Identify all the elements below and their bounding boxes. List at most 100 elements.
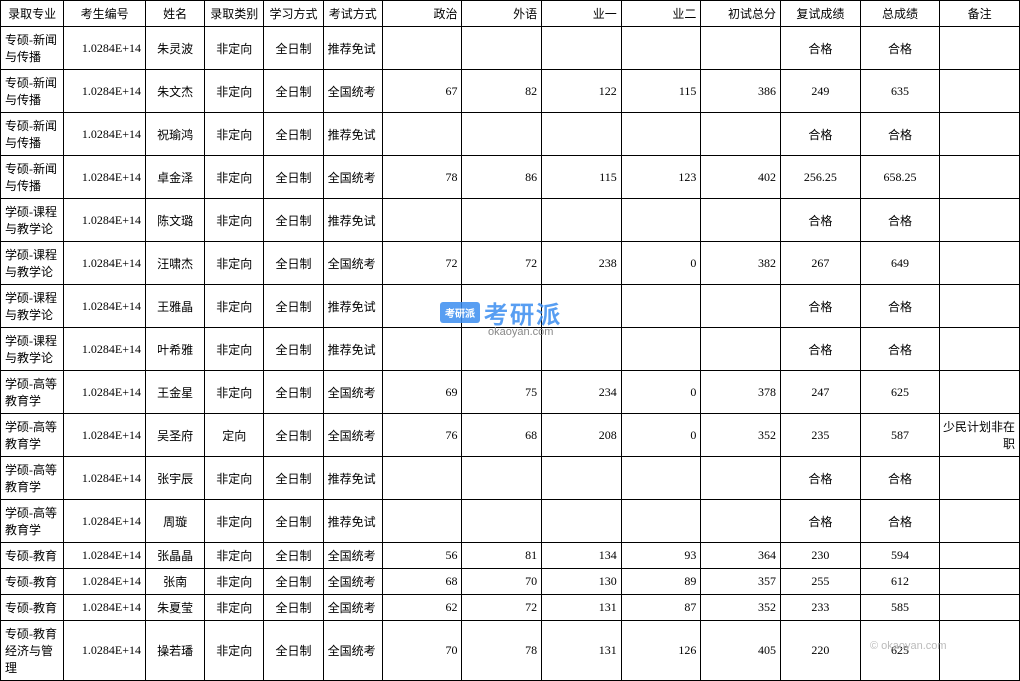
cell-major: 学硕-课程与教学论 — [1, 242, 64, 285]
cell-id: 1.0284E+14 — [64, 621, 146, 681]
cell-id: 1.0284E+14 — [64, 569, 146, 595]
col-header-pre: 初试总分 — [701, 1, 781, 27]
cell-pre — [701, 27, 781, 70]
cell-id: 1.0284E+14 — [64, 414, 146, 457]
cell-note — [940, 457, 1020, 500]
cell-note — [940, 543, 1020, 569]
cell-note — [940, 569, 1020, 595]
cell-id: 1.0284E+14 — [64, 156, 146, 199]
cell-pre: 352 — [701, 595, 781, 621]
cell-pre: 378 — [701, 371, 781, 414]
cell-re: 合格 — [781, 285, 861, 328]
cell-s1 — [542, 328, 622, 371]
cell-major: 学硕-高等教育学 — [1, 414, 64, 457]
table-row: 专硕-新闻与传播1.0284E+14朱灵波非定向全日制推荐免试合格合格 — [1, 27, 1020, 70]
cell-total: 合格 — [860, 328, 940, 371]
cell-total: 635 — [860, 70, 940, 113]
cell-pol — [382, 328, 462, 371]
table-row: 专硕-新闻与传播1.0284E+14祝瑜鸿非定向全日制推荐免试合格合格 — [1, 113, 1020, 156]
cell-id: 1.0284E+14 — [64, 242, 146, 285]
cell-type: 定向 — [205, 414, 264, 457]
cell-exam: 全国统考 — [323, 569, 382, 595]
cell-mode: 全日制 — [264, 414, 323, 457]
cell-s2 — [621, 457, 701, 500]
col-header-name: 姓名 — [145, 1, 204, 27]
cell-s2: 87 — [621, 595, 701, 621]
cell-name: 卓金泽 — [145, 156, 204, 199]
cell-type: 非定向 — [205, 328, 264, 371]
cell-type: 非定向 — [205, 242, 264, 285]
cell-type: 非定向 — [205, 543, 264, 569]
table-row: 专硕-教育1.0284E+14朱夏莹非定向全日制全国统考627213187352… — [1, 595, 1020, 621]
cell-s1 — [542, 285, 622, 328]
cell-pre: 402 — [701, 156, 781, 199]
cell-total: 合格 — [860, 457, 940, 500]
cell-note — [940, 328, 1020, 371]
cell-s1: 122 — [542, 70, 622, 113]
cell-major: 学硕-高等教育学 — [1, 457, 64, 500]
cell-pre — [701, 500, 781, 543]
col-header-lang: 外语 — [462, 1, 542, 27]
col-header-mode: 学习方式 — [264, 1, 323, 27]
cell-major: 专硕-新闻与传播 — [1, 156, 64, 199]
cell-lang — [462, 457, 542, 500]
cell-name: 朱灵波 — [145, 27, 204, 70]
cell-pol — [382, 113, 462, 156]
cell-s2 — [621, 199, 701, 242]
cell-pre — [701, 457, 781, 500]
cell-pol: 78 — [382, 156, 462, 199]
col-header-exam: 考试方式 — [323, 1, 382, 27]
cell-re: 230 — [781, 543, 861, 569]
cell-s2: 0 — [621, 371, 701, 414]
table-body: 专硕-新闻与传播1.0284E+14朱灵波非定向全日制推荐免试合格合格专硕-新闻… — [1, 27, 1020, 681]
cell-id: 1.0284E+14 — [64, 457, 146, 500]
cell-major: 专硕-教育 — [1, 595, 64, 621]
cell-re: 233 — [781, 595, 861, 621]
cell-pol: 62 — [382, 595, 462, 621]
cell-type: 非定向 — [205, 199, 264, 242]
cell-lang: 78 — [462, 621, 542, 681]
cell-lang: 72 — [462, 242, 542, 285]
cell-s1 — [542, 199, 622, 242]
cell-note: 少民计划非在职 — [940, 414, 1020, 457]
cell-name: 朱文杰 — [145, 70, 204, 113]
col-header-s1: 业一 — [542, 1, 622, 27]
cell-note — [940, 595, 1020, 621]
cell-exam: 全国统考 — [323, 156, 382, 199]
cell-type: 非定向 — [205, 70, 264, 113]
table-row: 学硕-高等教育学1.0284E+14吴圣府定向全日制全国统考7668208035… — [1, 414, 1020, 457]
cell-mode: 全日制 — [264, 543, 323, 569]
cell-pol: 67 — [382, 70, 462, 113]
cell-name: 吴圣府 — [145, 414, 204, 457]
cell-type: 非定向 — [205, 457, 264, 500]
cell-major: 专硕-教育 — [1, 543, 64, 569]
cell-major: 学硕-课程与教学论 — [1, 199, 64, 242]
cell-name: 周璇 — [145, 500, 204, 543]
cell-re: 247 — [781, 371, 861, 414]
cell-pol — [382, 27, 462, 70]
cell-pol: 76 — [382, 414, 462, 457]
cell-s1: 208 — [542, 414, 622, 457]
cell-mode: 全日制 — [264, 70, 323, 113]
table-row: 学硕-高等教育学1.0284E+14王金星非定向全日制全国统考697523403… — [1, 371, 1020, 414]
cell-mode: 全日制 — [264, 595, 323, 621]
cell-note — [940, 70, 1020, 113]
cell-mode: 全日制 — [264, 328, 323, 371]
cell-s1 — [542, 457, 622, 500]
cell-pol: 72 — [382, 242, 462, 285]
cell-s2: 0 — [621, 242, 701, 285]
cell-id: 1.0284E+14 — [64, 199, 146, 242]
cell-major: 专硕-新闻与传播 — [1, 113, 64, 156]
cell-mode: 全日制 — [264, 457, 323, 500]
table-row: 学硕-课程与教学论1.0284E+14陈文璐非定向全日制推荐免试合格合格 — [1, 199, 1020, 242]
cell-re: 合格 — [781, 457, 861, 500]
cell-exam: 全国统考 — [323, 242, 382, 285]
cell-major: 专硕-教育经济与管理 — [1, 621, 64, 681]
cell-lang — [462, 285, 542, 328]
cell-s2: 89 — [621, 569, 701, 595]
cell-note — [940, 371, 1020, 414]
cell-name: 王雅晶 — [145, 285, 204, 328]
cell-re: 合格 — [781, 500, 861, 543]
cell-lang: 68 — [462, 414, 542, 457]
cell-mode: 全日制 — [264, 199, 323, 242]
